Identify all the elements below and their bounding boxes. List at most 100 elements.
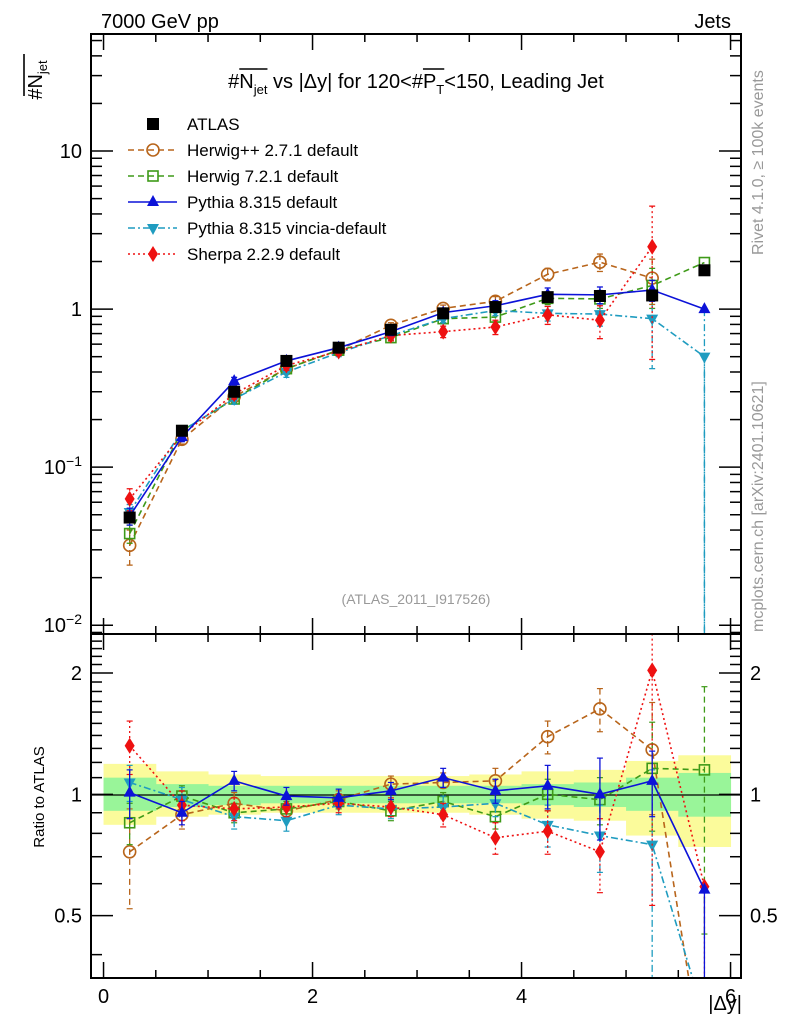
legend-marker [147, 170, 159, 182]
ratio-point [593, 702, 607, 716]
data-point [698, 302, 711, 314]
ratio-point [281, 799, 292, 816]
data-point [280, 354, 293, 367]
ratio-point [175, 805, 188, 817]
ratio-point [122, 844, 137, 859]
data-point [541, 291, 554, 304]
series-herwig-2-7-1-default [122, 253, 659, 566]
ratio-point [490, 829, 501, 846]
legend-label: ATLAS [187, 115, 240, 134]
ratio-line [129, 776, 706, 890]
series-pythia-8-315-vincia-default [123, 289, 711, 634]
legend-marker [147, 118, 159, 130]
series-line [128, 261, 705, 534]
y-tick-label: 10−2 [44, 611, 82, 637]
ratio-point [332, 790, 345, 802]
ratio-point [385, 799, 396, 816]
series-line [128, 261, 653, 546]
series-line [128, 289, 705, 517]
data-point [698, 264, 711, 277]
data-point [123, 511, 136, 524]
main-y-axis-title: #Njet [23, 54, 50, 100]
plot-title: #Njet vs |Δy| for 120<#PT<150, Leading J… [228, 68, 604, 97]
data-point [542, 306, 553, 323]
ratio-point [698, 882, 711, 894]
data-point [438, 323, 449, 340]
legend-marker [146, 143, 160, 157]
ratio-point [280, 789, 293, 801]
x-tick-label: 4 [516, 986, 527, 1008]
data-point [124, 490, 135, 507]
ratio-point [124, 737, 135, 754]
ratio-point [489, 783, 502, 795]
ratio-point [384, 783, 397, 795]
data-point [593, 290, 606, 303]
legend-label: Sherpa 2.2.9 default [187, 245, 340, 264]
ratio-point [646, 773, 659, 785]
y-tick-label: 1 [71, 299, 82, 321]
series-herwig-7-2-1-default [123, 256, 711, 544]
data-point [228, 374, 241, 386]
data-point [384, 323, 397, 336]
ratio-y-axis-title: Ratio to ATLAS [31, 746, 48, 847]
ratio-point [280, 816, 293, 828]
x-tick-label: 6 [725, 986, 736, 1008]
legend-item-pythia-8-315-default: Pythia 8.315 default [128, 193, 338, 212]
data-point [646, 314, 659, 326]
data-point [489, 301, 502, 314]
data-point [332, 341, 345, 354]
data-point [437, 307, 450, 320]
ratio-line [129, 767, 705, 824]
ratio-point [646, 840, 659, 852]
ratio-series-layer [122, 634, 711, 978]
ratio-y-tick-label-right: 0.5 [750, 906, 778, 928]
y-tick-label: 10−1 [44, 453, 82, 479]
y-tick-label: 10 [60, 141, 82, 163]
ratio-line [129, 781, 694, 978]
x-tick-label: 0 [98, 986, 109, 1008]
ratio-point [594, 843, 605, 860]
ratio-point [698, 764, 711, 776]
series-line [129, 246, 653, 500]
ylabel-sub: jet [35, 60, 50, 75]
legend-label: Pythia 8.315 default [187, 193, 338, 212]
svg-text:#Njet vs |Δy| for 120<#PT<150,: #Njet vs |Δy| for 120<#PT<150, Leading J… [228, 71, 604, 97]
legend-label: Herwig 7.2.1 default [187, 167, 338, 186]
data-point [646, 289, 659, 302]
series-atlas [123, 264, 711, 524]
legend-item-herwig-7-2-1-default: Herwig 7.2.1 default [128, 167, 338, 186]
ratio-y-tick-label: 2 [71, 663, 82, 685]
header-energy-label: 7000 GeV pp [101, 11, 219, 33]
axes: 0 2 4 6 10 1 10−1 10−2 2 2 1 1 0.5 0.5 [44, 33, 778, 1008]
data-point [490, 319, 501, 336]
legend: ATLAS Herwig++ 2.7.1 default Herwig 7.2.1 … [128, 115, 387, 264]
ratio-y-tick-label-right: 2 [750, 663, 761, 685]
legend-marker [147, 224, 159, 235]
legend-label: Herwig++ 2.7.1 default [187, 141, 358, 160]
header-process-label: Jets [694, 11, 731, 33]
ratio-y-tick-label: 0.5 [54, 906, 82, 928]
legend-item-herwig-2-7-1-default: Herwig++ 2.7.1 default [128, 141, 358, 160]
data-point [593, 255, 607, 269]
ratio-point [541, 778, 554, 790]
legend-item-pythia-8-315-vincia-default: Pythia 8.315 vincia-default [128, 219, 387, 238]
ratio-point [593, 787, 606, 799]
ratio-point [540, 729, 555, 744]
ylabel-hash: # [25, 88, 47, 100]
data-point [123, 527, 136, 540]
ratio-point [437, 770, 450, 782]
ratio-y-tick-label-right: 1 [750, 784, 761, 806]
legend-marker [148, 246, 158, 262]
analysis-tag: (ATLAS_2011_I917526) [342, 591, 491, 607]
data-point [540, 267, 555, 282]
mcplots-label: mcplots.cern.ch [arXiv:2401.10621] [750, 381, 767, 632]
legend-item-atlas: ATLAS [147, 115, 240, 134]
ratio-series-pythia-8-315-default [123, 750, 711, 978]
data-point [594, 312, 605, 329]
ratio-point [123, 785, 136, 797]
x-axis-title: |Δy| [708, 993, 742, 1015]
data-point [647, 238, 658, 255]
ratio-line [129, 707, 690, 978]
data-point [175, 424, 188, 437]
